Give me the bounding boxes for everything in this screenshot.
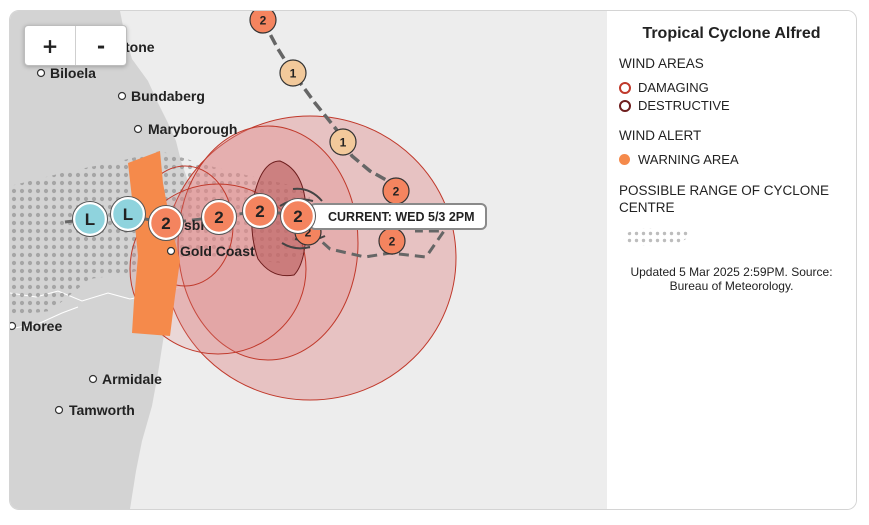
svg-text:1: 1 — [340, 136, 347, 150]
city-label: Armidale — [102, 371, 162, 387]
source-line: Bureau of Meteorology. — [669, 279, 794, 293]
city-label: Moree — [21, 318, 62, 334]
destructive-ring-icon — [619, 99, 631, 112]
damaging-ring-icon — [619, 81, 631, 94]
range-heading-line2: CENTRE — [619, 200, 675, 215]
legend-title: Tropical Cyclone Alfred — [642, 25, 821, 42]
updated-line: Updated 5 Mar 2025 2:59PM. Source: — [630, 265, 833, 279]
current-position-label: CURRENT: WED 5/3 2PM — [328, 210, 475, 224]
svg-text:2: 2 — [389, 235, 396, 249]
track-marker-low[interactable]: L — [110, 196, 146, 232]
legend-item-warning-area: WARNING AREA — [619, 152, 739, 167]
track-marker-cat2[interactable]: 2 — [242, 193, 278, 229]
city-label: sbl — [184, 217, 204, 233]
range-heading: POSSIBLE RANGE OF CYCLONE — [619, 183, 830, 198]
city-tamworth: Tamworth — [54, 402, 135, 418]
svg-text:2: 2 — [255, 202, 264, 221]
track-marker-current[interactable]: 2 — [280, 198, 316, 234]
svg-text:2: 2 — [305, 226, 312, 240]
zoom-out-button[interactable]: - — [75, 26, 126, 65]
city-label: Biloela — [50, 65, 96, 81]
city-maryborough: Maryborough — [133, 121, 237, 137]
map-canvas: tone Biloela Bundaberg Maryborough sbl G… — [10, 11, 487, 509]
track-marker-cat2[interactable]: 2 — [201, 199, 237, 235]
current-position-callout: CURRENT: WED 5/3 2PM — [309, 203, 487, 230]
svg-text:1: 1 — [290, 67, 297, 81]
svg-text:2: 2 — [161, 214, 170, 233]
map-area[interactable]: tone Biloela Bundaberg Maryborough sbl G… — [10, 11, 607, 509]
legend-item-destructive: DESTRUCTIVE — [619, 98, 730, 113]
city-label: Maryborough — [148, 121, 237, 137]
city-label: tone — [125, 39, 155, 55]
track-marker-cat1[interactable]: 1 — [279, 59, 307, 87]
zoom-in-button[interactable]: + — [41, 33, 59, 58]
city-bundaberg: Bundaberg — [117, 88, 205, 104]
svg-text:2: 2 — [214, 208, 223, 227]
city-rockhampton: tone — [125, 39, 155, 55]
city-label: Bundaberg — [131, 88, 205, 104]
zoom-control: + - — [24, 25, 127, 66]
cyclone-map-widget: tone Biloela Bundaberg Maryborough sbl G… — [9, 10, 857, 510]
svg-text:L: L — [85, 210, 95, 229]
updated-note: Updated 5 Mar 2025 2:59PM. Source: Burea… — [617, 265, 846, 293]
svg-text:2: 2 — [260, 14, 267, 28]
city-moree: Moree — [10, 318, 62, 334]
legend-panel: Tropical Cyclone Alfred WIND AREAS DAMAG… — [607, 11, 856, 509]
legend-label: WARNING AREA — [638, 152, 739, 167]
city-brisbane: sbl — [184, 217, 204, 233]
legend-label: DESTRUCTIVE — [638, 98, 730, 113]
city-biloela: Biloela — [36, 65, 96, 81]
city-label: Gold Coast — [180, 243, 255, 259]
city-label: Tamworth — [69, 402, 135, 418]
svg-text:2: 2 — [393, 185, 400, 199]
state-border-2 — [10, 306, 79, 330]
city-armidale: Armidale — [88, 371, 162, 387]
track-marker-cat2[interactable]: 2 — [249, 11, 277, 34]
track-marker-cat1[interactable]: 1 — [329, 128, 357, 156]
svg-text:L: L — [123, 205, 133, 224]
warning-area-dot-icon — [619, 154, 630, 165]
legend-label: DAMAGING — [638, 80, 709, 95]
warning-area — [128, 151, 180, 336]
track-marker-low[interactable]: L — [72, 201, 108, 237]
track-marker-cat2[interactable]: 2 — [382, 177, 410, 205]
wind-alert-heading: WIND ALERT — [619, 128, 702, 143]
wind-areas-heading: WIND AREAS — [619, 56, 704, 71]
city-gold-coast: Gold Coast — [166, 243, 255, 259]
track-marker-cat2[interactable]: 2 — [148, 205, 184, 241]
svg-text:2: 2 — [293, 207, 302, 226]
range-dots-icon — [621, 228, 691, 246]
legend-item-damaging: DAMAGING — [619, 80, 709, 95]
track-marker-cat2[interactable]: 2 — [378, 227, 406, 255]
